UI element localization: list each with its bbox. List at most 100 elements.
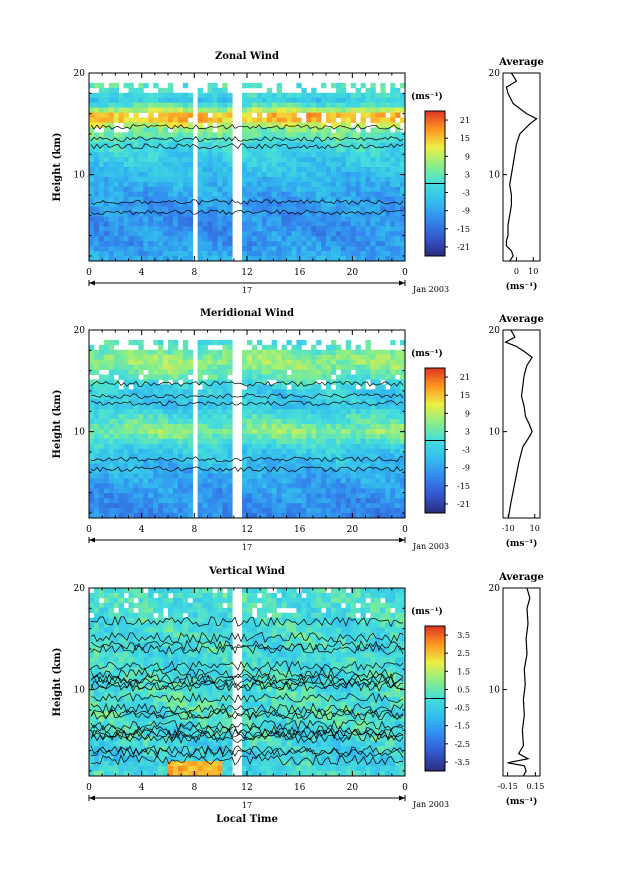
- average-title: Average: [498, 57, 544, 68]
- x-tick-label: 8: [191, 268, 197, 278]
- panel-title: Vertical Wind: [208, 566, 285, 577]
- average-panel: Average 0 10 20 10 (ms⁻¹): [489, 57, 544, 292]
- y-tick-label: 20: [74, 69, 86, 79]
- x-tick-label: 12: [241, 525, 252, 535]
- average-y-tick-label: 10: [489, 686, 501, 696]
- average-x-tick-label: 0: [514, 267, 519, 276]
- average-y-tick-label: 20: [489, 69, 501, 79]
- date-label: Jan 2003: [412, 800, 449, 809]
- colorbar-tick-label: -3.5: [455, 758, 470, 767]
- x-tick-label: 0: [402, 525, 408, 535]
- day-label: 17: [242, 801, 252, 810]
- colorbar-tick-label: -21: [457, 500, 470, 509]
- colorbar-tick-label: -2.5: [455, 740, 470, 749]
- x-tick-label: 0: [86, 268, 92, 278]
- colorbar-tick-label: 1.5: [457, 667, 470, 676]
- colorbar-tick-label: -3: [462, 189, 470, 198]
- colorbar-tick-label: -3: [462, 446, 470, 455]
- x-tick-label: 8: [191, 525, 197, 535]
- day-bar-arrow: [399, 280, 405, 286]
- contour-lines: [90, 615, 404, 766]
- average-frame: [502, 72, 541, 262]
- x-tick-label: 12: [241, 783, 252, 793]
- colorbar-unit: (ms⁻¹): [411, 91, 443, 102]
- colorbar-tick-label: -15: [457, 225, 470, 234]
- average-frame: [502, 587, 541, 777]
- y-tick-label: 10: [74, 171, 86, 181]
- colorbar-tick-label: -1.5: [455, 722, 470, 731]
- average-x-tick-label: 0.15: [526, 782, 544, 791]
- colorbar-tick-label: 0.5: [457, 685, 470, 694]
- panel-title: Meridional Wind: [200, 308, 294, 319]
- panel-title: Zonal Wind: [215, 51, 279, 62]
- y-axis-label: Height (km): [52, 133, 63, 202]
- average-panel: Average -10 10 20 10 (ms⁻¹): [489, 314, 544, 549]
- colorbar-unit: (ms⁻¹): [411, 606, 443, 617]
- average-x-label: (ms⁻¹): [506, 281, 538, 292]
- colorbar-tick-label: 15: [460, 134, 470, 143]
- average-title: Average: [498, 572, 544, 583]
- colorbar-tick-label: 15: [460, 391, 470, 400]
- colorbar-tick-label: 3: [465, 427, 470, 436]
- panel-1: Meridional Wind 0 4 8 12 16 20 0 20 10 Height (km)…: [52, 308, 544, 552]
- day-bar-arrow: [399, 537, 405, 543]
- x-tick-label: 0: [402, 268, 408, 278]
- panel-0: Zonal Wind 0 4 8 12 16 20 0 20 10 Height (km) 17 Jan…: [52, 51, 544, 295]
- average-x-tick-label: 10: [528, 267, 538, 276]
- average-profile-line: [504, 329, 533, 519]
- y-axis-label: Height (km): [52, 648, 63, 717]
- colorbar-tick-label: 3: [465, 170, 470, 179]
- x-tick-label: 16: [294, 525, 306, 535]
- colorbar-tick-label: 9: [465, 152, 470, 161]
- average-profile-line: [505, 72, 538, 262]
- x-tick-label: 12: [241, 268, 252, 278]
- colorbar-tick-label: 21: [460, 373, 470, 382]
- x-tick-label: 0: [86, 525, 92, 535]
- average-x-tick-label: -10: [502, 524, 515, 533]
- day-bar-arrow: [89, 795, 95, 801]
- average-x-tick-label: -0.15: [497, 782, 518, 791]
- colorbar-tick-label: -21: [457, 243, 470, 252]
- x-tick-label: 16: [294, 268, 306, 278]
- average-y-tick-label: 20: [489, 326, 501, 336]
- date-label: Jan 2003: [412, 285, 449, 294]
- y-axis-label: Height (km): [52, 390, 63, 459]
- colorbar-tick-label: 2.5: [457, 649, 470, 658]
- x-tick-label: 0: [402, 783, 408, 793]
- colorbar-tick-label: -9: [462, 464, 470, 473]
- x-tick-label: 20: [347, 525, 359, 535]
- average-y-tick-label: 10: [489, 171, 501, 181]
- day-bar-arrow: [399, 795, 405, 801]
- date-label: Jan 2003: [412, 542, 449, 551]
- heatmap-field: [89, 339, 406, 519]
- average-x-label: (ms⁻¹): [506, 796, 538, 807]
- x-tick-label: 20: [347, 268, 359, 278]
- colorbar-tick-label: -15: [457, 482, 470, 491]
- average-profile-line: [507, 587, 531, 777]
- x-tick-label: 4: [139, 783, 145, 793]
- y-tick-label: 20: [74, 584, 86, 594]
- average-y-tick-label: 20: [489, 584, 501, 594]
- colorbar-tick-label: -9: [462, 207, 470, 216]
- panel-2: Vertical Wind 0 4 8 12 16 20 0 20 10 Height (km) 17…: [52, 566, 544, 825]
- colorbar-tick-label: 21: [460, 116, 470, 125]
- contour-lines: [90, 380, 404, 473]
- y-tick-label: 10: [74, 428, 86, 438]
- average-frame: [502, 329, 541, 519]
- colorbar-tick-label: 9: [465, 409, 470, 418]
- day-label: 17: [242, 286, 252, 295]
- day-bar-arrow: [89, 280, 95, 286]
- x-tick-label: 20: [347, 783, 359, 793]
- day-label: 17: [242, 543, 252, 552]
- x-tick-label: 8: [191, 783, 197, 793]
- colorbar-tick-label: 3.5: [457, 631, 470, 640]
- colorbar-tick-label: -0.5: [455, 704, 470, 713]
- y-tick-label: 20: [74, 326, 86, 336]
- contour-lines: [90, 123, 404, 216]
- x-tick-label: 4: [139, 525, 145, 535]
- colorbar-unit: (ms⁻¹): [411, 348, 443, 359]
- y-tick-label: 10: [74, 686, 86, 696]
- heatmap-field: [89, 82, 406, 262]
- day-bar-arrow: [89, 537, 95, 543]
- x-tick-label: 4: [139, 268, 145, 278]
